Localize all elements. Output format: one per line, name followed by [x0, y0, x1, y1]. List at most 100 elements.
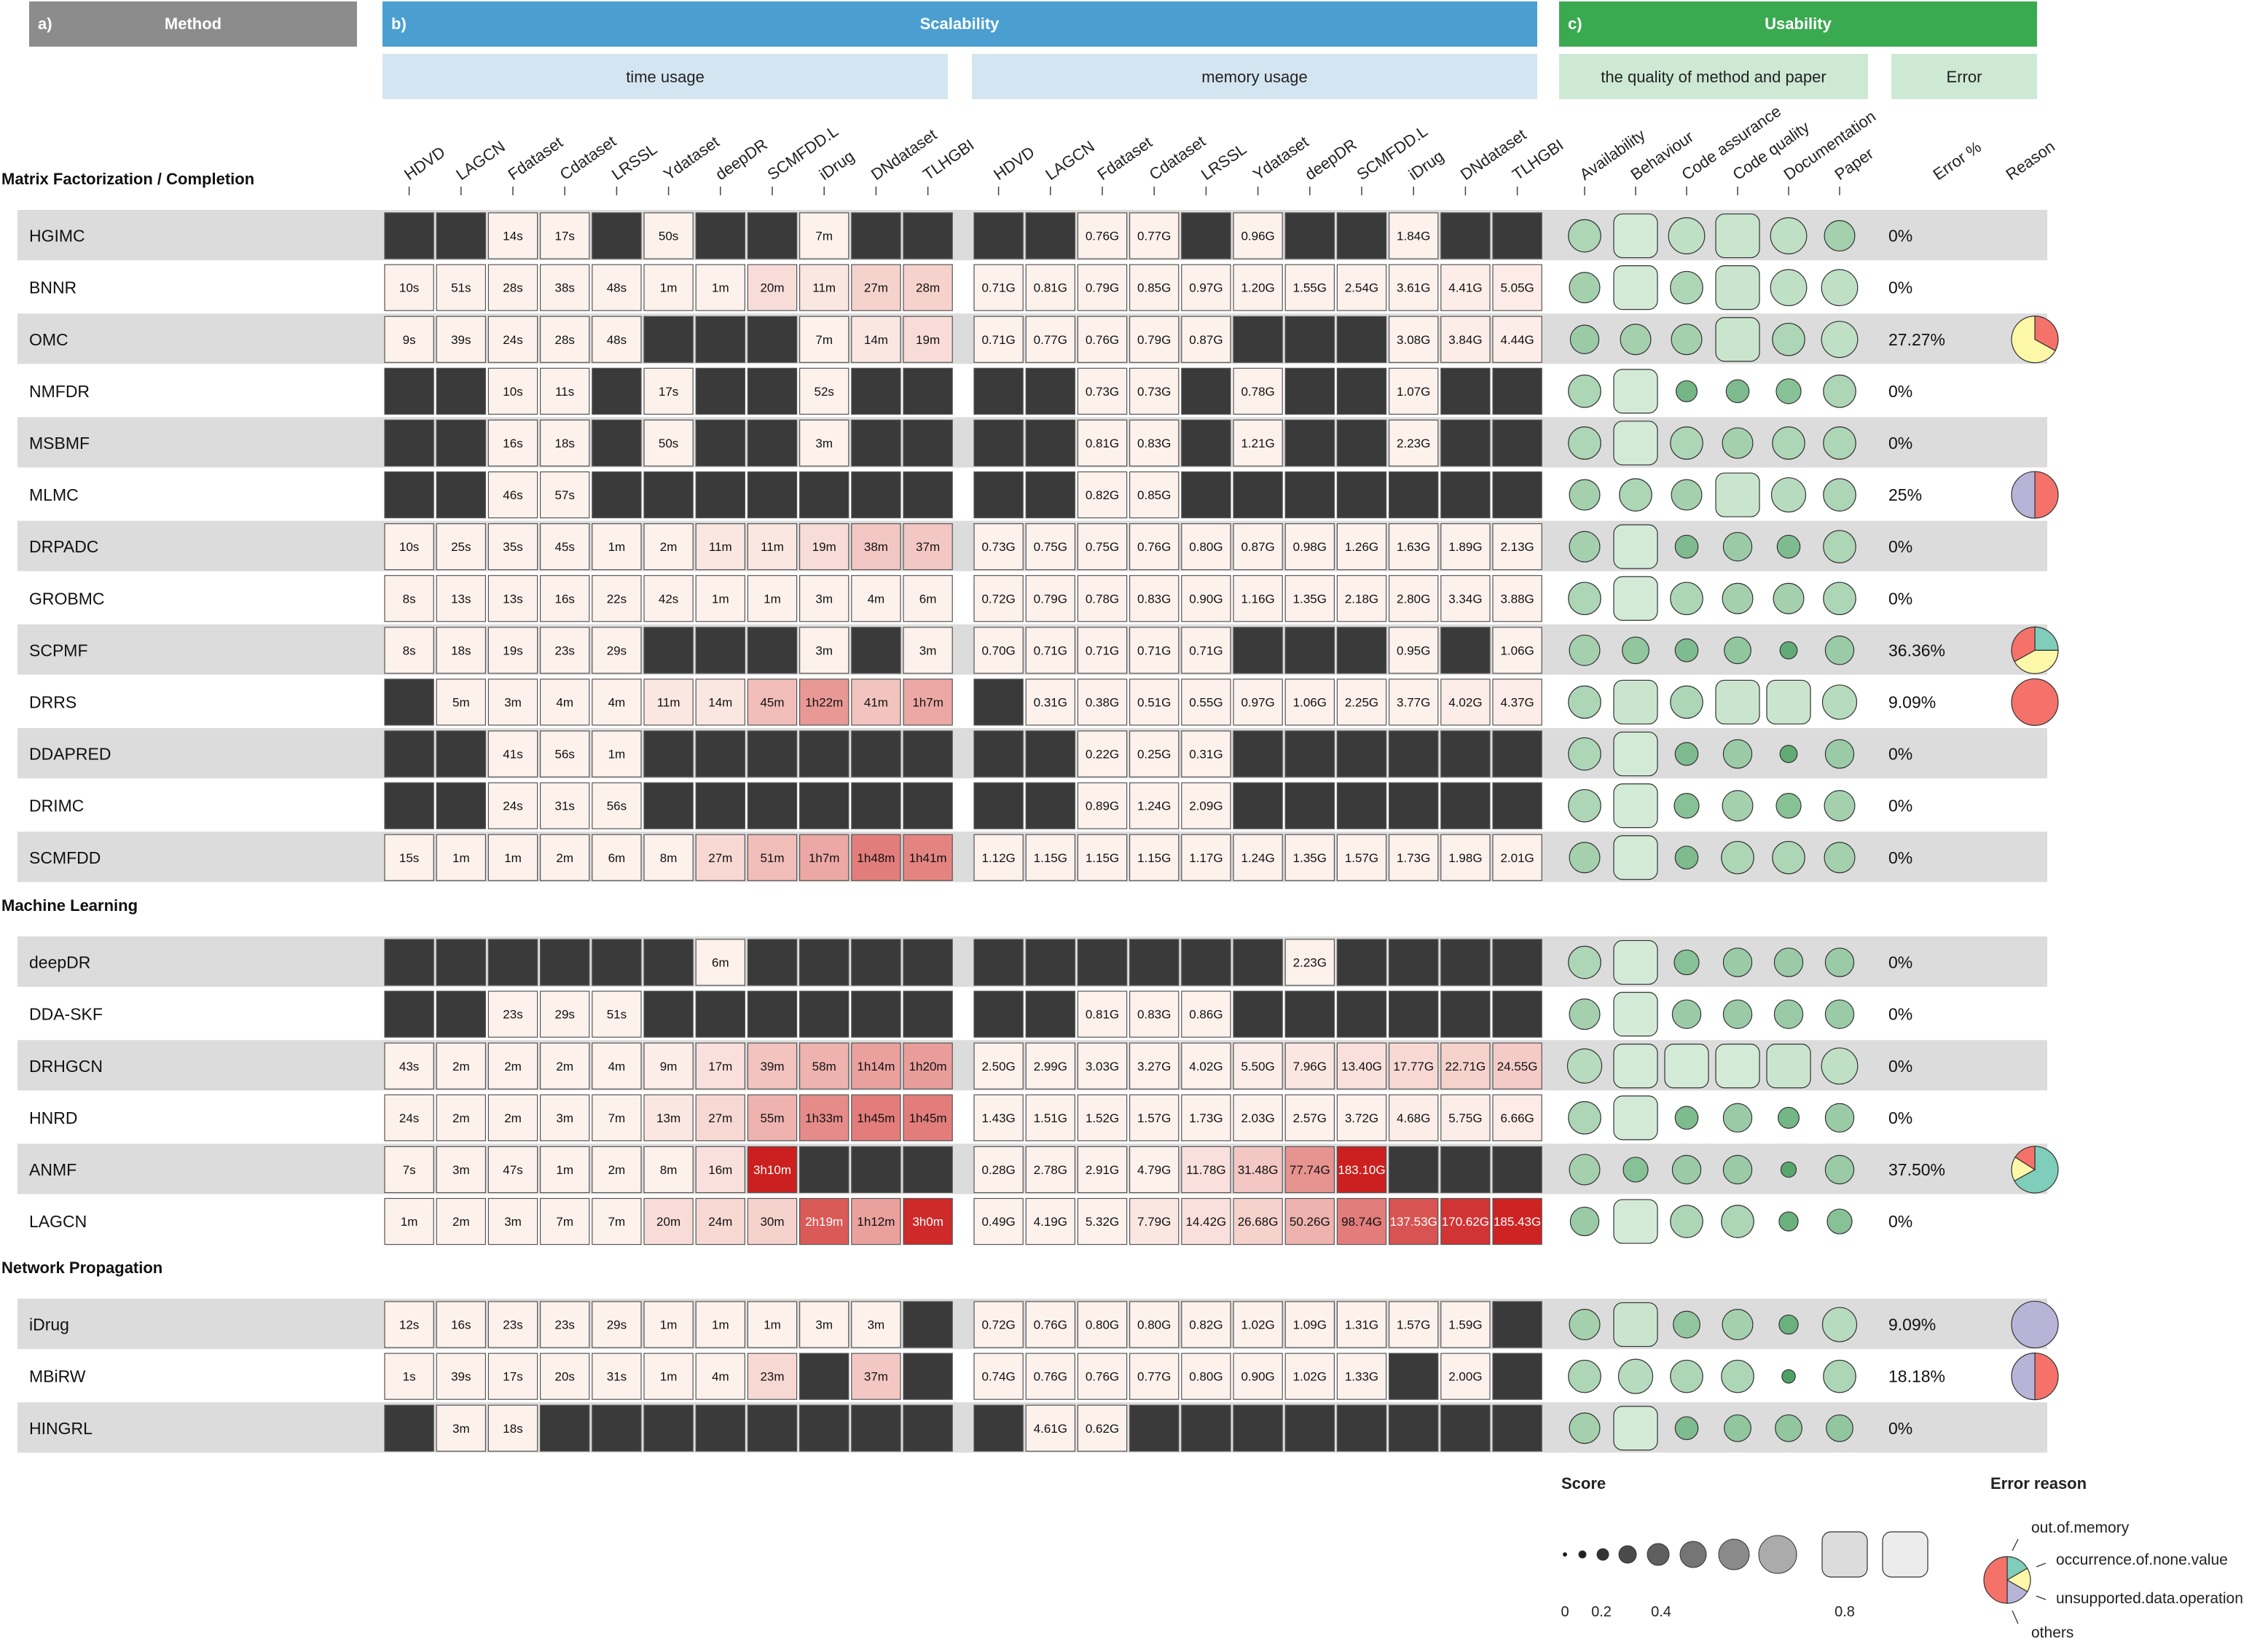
time-cell — [384, 678, 434, 726]
mem-cell — [1077, 1404, 1128, 1452]
mem-value: 1.73G — [1189, 1111, 1223, 1125]
mem-cell — [1233, 212, 1283, 259]
usability-score-code-assurance — [1674, 845, 1699, 870]
time-value: 7m — [608, 1215, 626, 1229]
method-name: MSBMF — [29, 434, 90, 453]
mem-cell — [1492, 419, 1542, 467]
usability-score-paper — [1826, 1208, 1853, 1235]
mem-cell — [1129, 1094, 1180, 1142]
time-cell — [592, 1404, 642, 1452]
time-value: 16s — [451, 1318, 471, 1332]
mem-cell — [1284, 782, 1335, 829]
mem-value: 0.31G — [1034, 695, 1067, 709]
usability-score-documentation — [1773, 582, 1805, 614]
time-cell — [592, 419, 642, 467]
time-value: 1m — [764, 1318, 781, 1332]
mem-cell — [1233, 730, 1283, 778]
time-cell — [798, 523, 849, 571]
time-cell — [436, 1042, 487, 1089]
time-value: 31s — [607, 1370, 627, 1384]
mem-cell — [1129, 730, 1180, 778]
usability-score-availability — [1568, 685, 1601, 719]
mem-cell — [1233, 1094, 1283, 1142]
error-reason-pie — [2011, 1146, 2059, 1194]
mem-cell — [1233, 782, 1283, 829]
time-cell — [798, 1146, 849, 1194]
mem-cell — [1388, 419, 1439, 467]
time-cell — [643, 1404, 694, 1452]
group-title: Machine Learning — [1, 896, 138, 915]
time-value: 25s — [451, 540, 471, 554]
mem-value: 0.75G — [1086, 540, 1119, 554]
mem-value: 4.37G — [1500, 695, 1534, 709]
mem-cell — [1284, 316, 1335, 363]
error-percent: 37.50% — [1888, 1160, 1945, 1179]
mem-cell — [1492, 316, 1542, 363]
mem-value: 1.31G — [1345, 1318, 1378, 1332]
mem-value: 0.78G — [1086, 592, 1119, 606]
time-cell — [436, 678, 487, 726]
mem-value: 0.79G — [1034, 592, 1067, 606]
mem-cell — [1025, 990, 1075, 1038]
mem-value: 1.17G — [1189, 851, 1223, 865]
time-cell — [798, 575, 849, 622]
usability-score-documentation — [1776, 534, 1801, 559]
time-cell — [747, 939, 798, 986]
time-value: 13m — [656, 1111, 680, 1125]
time-cell — [903, 316, 953, 363]
mem-cell — [1440, 575, 1491, 622]
error-percent: 0% — [1888, 434, 1912, 453]
mem-cell — [973, 990, 1024, 1038]
mem-value: 5.50G — [1241, 1060, 1274, 1073]
mem-cell — [1336, 1094, 1387, 1142]
usability-score-behaviour — [1613, 1406, 1658, 1451]
mem-cell — [973, 1146, 1024, 1194]
col-label-time-Ydataset: Ydataset — [660, 133, 722, 184]
score-tick-2: 0.4 — [1651, 1604, 1671, 1620]
scalability-header-title: Scalability — [920, 15, 1000, 33]
mem-cell — [1077, 575, 1128, 622]
scalability-header-bar — [382, 1, 1537, 47]
usability-score-behaviour — [1613, 213, 1658, 259]
method-name: HINGRL — [29, 1419, 93, 1438]
error-percent: 0% — [1888, 382, 1912, 401]
time-usage-label: time usage — [626, 68, 705, 86]
table-row: deepDR 6m 2.23G 0% — [17, 936, 2047, 987]
error-percent: 9.09% — [1888, 1315, 1936, 1334]
mem-cell — [1233, 1146, 1283, 1194]
legend-leader-line — [2036, 1562, 2047, 1568]
time-value: 3m — [504, 1215, 522, 1229]
mem-cell — [1284, 523, 1335, 571]
table-row: LAGCN 1m 2m 3m 7m 7m 20m 24m 30m 2h19m 1h12m 3h0m 0.… — [29, 1197, 1912, 1245]
time-value: 27m — [864, 281, 888, 295]
mem-value: 0.76G — [1086, 1370, 1119, 1384]
error-percent: 25% — [1888, 485, 1922, 504]
time-value: 51s — [451, 281, 471, 295]
mem-value: 1.57G — [1137, 1111, 1171, 1125]
usability-score-code-assurance — [1674, 1106, 1699, 1130]
time-cell — [592, 1094, 642, 1142]
time-cell — [384, 730, 434, 778]
mem-value: 2.80G — [1397, 592, 1430, 606]
mem-value: 0.79G — [1137, 333, 1171, 347]
error-percent: 0% — [1888, 1057, 1912, 1076]
mem-cell — [1336, 419, 1387, 467]
time-value: 1h14m — [857, 1060, 895, 1073]
time-value: 1m — [712, 1318, 729, 1332]
time-value: 2m — [556, 1060, 573, 1073]
mem-cell — [1440, 990, 1491, 1038]
group-title: Network Propagation — [1, 1259, 162, 1277]
col-label-mem-deepDR: deepDR — [1301, 135, 1359, 184]
usability-score-availability — [1569, 272, 1601, 304]
mem-value: 1.55G — [1293, 281, 1327, 295]
time-value: 16s — [503, 437, 522, 450]
time-cell — [798, 939, 849, 986]
mem-cell — [1077, 367, 1128, 415]
mem-cell — [1440, 834, 1491, 881]
time-value: 8s — [403, 592, 416, 606]
time-value: 11s — [555, 385, 574, 399]
time-cell — [436, 834, 487, 881]
time-value: 24m — [708, 1215, 732, 1229]
time-cell — [592, 471, 642, 519]
mem-cell — [1440, 1404, 1491, 1452]
